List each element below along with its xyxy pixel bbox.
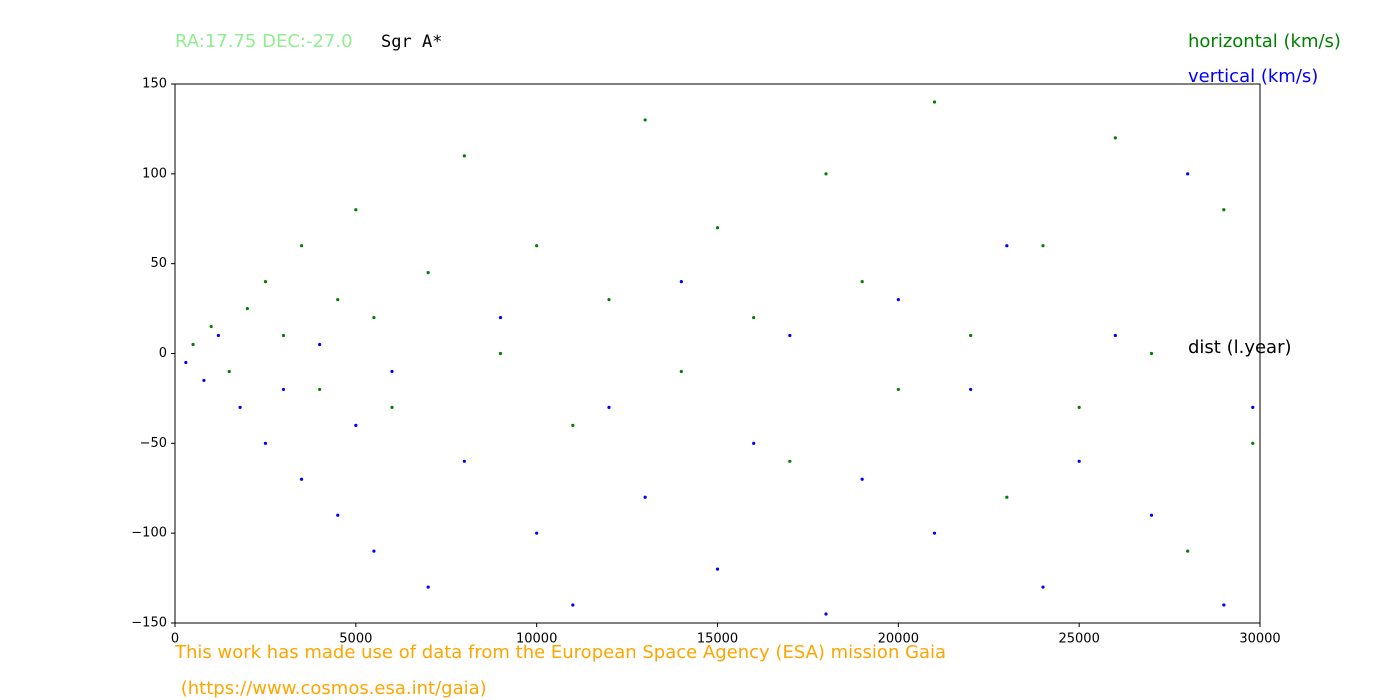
x-tick-label: 15000 — [697, 632, 738, 647]
point — [498, 351, 503, 356]
point — [281, 333, 286, 338]
point — [715, 226, 720, 230]
point — [1113, 333, 1117, 338]
point — [336, 513, 340, 517]
chart-subtitle: Sgr A* — [381, 32, 442, 52]
point — [752, 441, 756, 445]
point — [184, 360, 188, 365]
point — [1149, 351, 1154, 356]
point — [318, 387, 322, 392]
y-tick-label: 100 — [142, 166, 167, 181]
legend-label: vertical (km/s) — [1188, 66, 1318, 87]
point — [227, 369, 231, 374]
point — [1005, 244, 1009, 248]
point — [372, 315, 376, 320]
chart-title: RA:17.75 DEC:-27.0 — [175, 31, 353, 52]
point — [932, 531, 937, 535]
point — [1077, 405, 1081, 409]
point — [860, 477, 864, 481]
point — [969, 387, 973, 392]
point — [1149, 513, 1154, 517]
point — [462, 154, 466, 158]
point — [607, 298, 611, 302]
point — [299, 244, 304, 248]
point — [607, 405, 611, 409]
point — [969, 333, 973, 338]
point — [426, 271, 430, 275]
point — [932, 100, 937, 104]
point — [390, 369, 394, 374]
x-tick-label: 0 — [171, 632, 179, 647]
point — [643, 118, 647, 122]
point — [896, 298, 900, 302]
point — [1041, 585, 1045, 589]
point — [426, 585, 430, 589]
point — [1077, 459, 1081, 463]
point — [372, 549, 376, 553]
point — [238, 405, 242, 409]
point — [824, 172, 828, 176]
y-tick-label: 0 — [159, 346, 167, 361]
point — [1222, 603, 1226, 607]
point — [824, 612, 828, 616]
legend-label: horizontal (km/s) — [1188, 31, 1341, 52]
x-tick-label: 10000 — [516, 632, 557, 647]
point — [643, 495, 647, 499]
point — [752, 315, 756, 320]
point — [263, 441, 268, 445]
point — [245, 306, 249, 311]
point — [336, 298, 340, 302]
x-tick-label: 20000 — [878, 632, 919, 647]
point — [1222, 208, 1226, 212]
point — [202, 378, 206, 383]
point — [1251, 405, 1255, 409]
x-tick-label: 25000 — [1058, 632, 1099, 647]
point — [1186, 549, 1190, 553]
point — [535, 244, 539, 248]
credit: (https://www.cosmos.esa.int/gaia) — [175, 678, 487, 699]
point — [462, 459, 466, 463]
point — [498, 315, 503, 320]
y-tick-label: 150 — [142, 77, 167, 92]
point — [1251, 441, 1255, 445]
x-axis-label: dist (l.year) — [1188, 337, 1292, 358]
point — [354, 423, 358, 427]
x-tick-label: 30000 — [1239, 632, 1280, 647]
point — [788, 459, 792, 463]
point — [679, 280, 683, 284]
point — [535, 531, 539, 535]
credit: This work has made use of data from the … — [174, 642, 946, 663]
point — [860, 280, 864, 284]
point — [318, 342, 322, 347]
point — [571, 423, 575, 427]
y-tick-label: −150 — [131, 616, 167, 631]
point — [191, 342, 195, 347]
y-tick-label: −100 — [131, 526, 167, 541]
point — [281, 387, 286, 392]
x-tick-label: 5000 — [339, 632, 372, 647]
point — [1186, 172, 1190, 176]
point — [571, 603, 575, 607]
point — [263, 280, 268, 284]
point — [1113, 136, 1117, 140]
point — [209, 324, 213, 329]
point — [715, 567, 720, 571]
point — [354, 208, 358, 212]
point — [216, 333, 220, 338]
point — [896, 387, 900, 392]
y-tick-label: −50 — [140, 436, 167, 451]
point — [390, 405, 394, 409]
point — [788, 333, 792, 338]
plot-frame — [174, 83, 1261, 624]
y-tick-label: 50 — [150, 256, 167, 271]
point — [1041, 244, 1045, 248]
point — [299, 477, 304, 481]
point — [1005, 495, 1009, 499]
point — [679, 369, 683, 374]
